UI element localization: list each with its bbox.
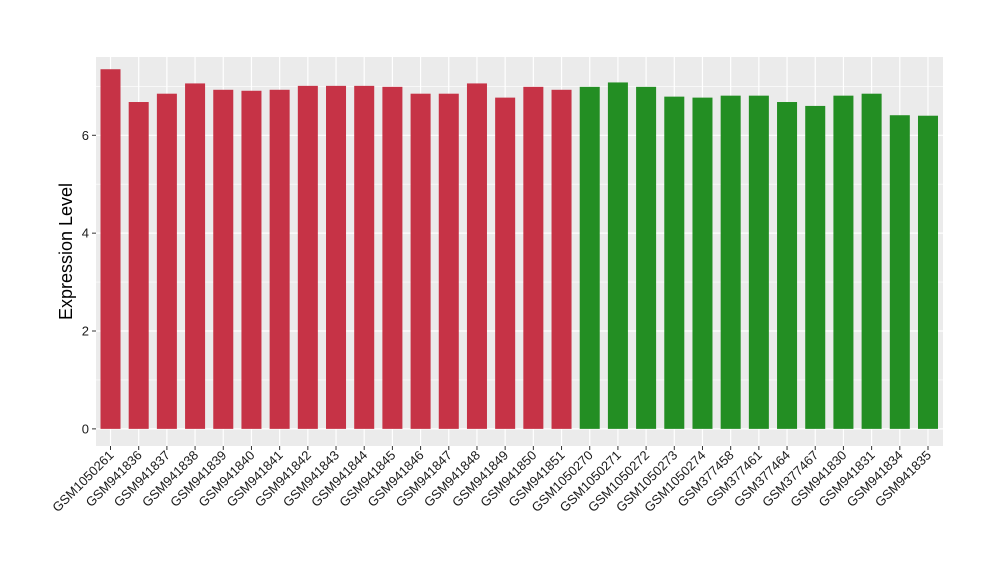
y-tick-label: 4 — [82, 226, 89, 241]
bar-GSM941836 — [128, 102, 149, 429]
bar-GSM377464 — [777, 102, 798, 429]
bar-GSM1050272 — [636, 86, 657, 429]
bar-GSM941847 — [438, 93, 459, 429]
bar-GSM1050271 — [607, 82, 628, 429]
y-axis-title: Expression Level — [56, 183, 76, 320]
bar-GSM941851 — [551, 89, 572, 429]
bar-GSM941840 — [241, 90, 262, 429]
bar-GSM941834 — [889, 115, 910, 429]
y-tick-label: 0 — [82, 421, 89, 436]
bar-GSM941842 — [297, 85, 318, 429]
bar-GSM941841 — [269, 89, 290, 429]
bars-group — [100, 69, 938, 429]
y-tick-label: 2 — [82, 324, 89, 339]
bar-GSM941849 — [495, 97, 516, 429]
bar-GSM941848 — [466, 83, 487, 429]
bar-GSM377461 — [748, 95, 769, 429]
x-axis: GSM1050261GSM941836GSM941837GSM941838GSM… — [49, 446, 934, 515]
y-tick-label: 6 — [82, 128, 89, 143]
bar-GSM941831 — [861, 93, 882, 429]
bar-GSM941844 — [354, 85, 375, 429]
bar-GSM941838 — [185, 83, 206, 429]
bar-GSM941845 — [382, 86, 403, 429]
y-axis: 0 2 4 6 — [82, 128, 96, 436]
plot-panel — [96, 57, 943, 446]
bar-GSM377467 — [805, 105, 826, 429]
bar-GSM941837 — [156, 93, 177, 429]
bar-GSM941835 — [917, 115, 938, 429]
bar-GSM1050274 — [692, 97, 713, 429]
bar-GSM941839 — [213, 89, 234, 429]
bar-GSM941830 — [833, 95, 854, 429]
bar-GSM1050273 — [664, 96, 685, 429]
bar-GSM377458 — [720, 95, 741, 429]
bar-GSM1050261 — [100, 69, 121, 429]
bar-GSM941843 — [326, 85, 347, 429]
minor-gridlines — [96, 86, 943, 381]
bar-GSM941846 — [410, 93, 431, 429]
bar-GSM1050270 — [579, 86, 600, 429]
bar-GSM941850 — [523, 86, 544, 429]
